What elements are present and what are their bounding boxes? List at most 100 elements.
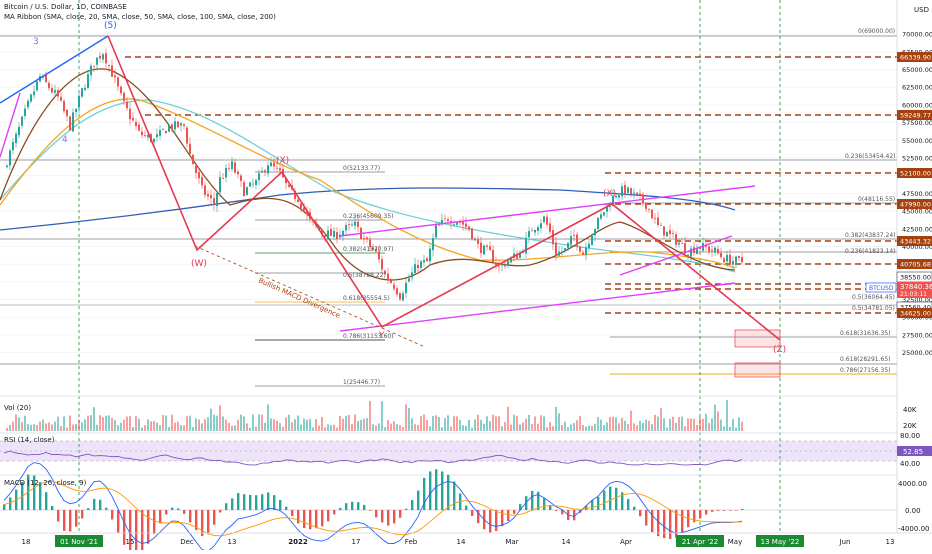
candle bbox=[165, 130, 167, 134]
time-tick-label: Apr bbox=[620, 538, 632, 546]
volume-bar bbox=[345, 415, 347, 431]
candle bbox=[192, 154, 194, 165]
macd-hist-bar bbox=[51, 505, 54, 510]
volume-bar bbox=[435, 415, 437, 431]
macd-hist-bar bbox=[183, 510, 186, 514]
volume-bar bbox=[252, 414, 254, 431]
candle bbox=[333, 230, 335, 237]
svg-text:80.00: 80.00 bbox=[900, 432, 920, 440]
macd-hist-bar bbox=[267, 492, 270, 510]
volume-bar bbox=[324, 427, 326, 431]
candle bbox=[546, 216, 548, 225]
candle bbox=[414, 264, 416, 274]
price-tick-label: 47500.00 bbox=[902, 190, 932, 198]
volume-bar bbox=[486, 416, 488, 431]
time-tick-label: Jun bbox=[839, 538, 851, 546]
svg-text:40K: 40K bbox=[903, 406, 917, 414]
volume-bar bbox=[615, 417, 617, 431]
candle bbox=[708, 246, 710, 252]
price-level-label: 38550.00 bbox=[900, 274, 931, 282]
macd-hist-bar bbox=[585, 505, 588, 510]
volume-bar bbox=[153, 420, 155, 431]
volume-bar bbox=[444, 418, 446, 431]
volume-bar bbox=[285, 417, 287, 431]
volume-bar bbox=[426, 420, 428, 431]
candle bbox=[138, 124, 140, 131]
candle bbox=[474, 238, 476, 241]
ma-ribbon-legend: MA Ribbon (SMA, close, 20, SMA, close, 5… bbox=[4, 13, 276, 21]
candle bbox=[195, 165, 197, 174]
volume-bar bbox=[165, 415, 167, 431]
volume-bar bbox=[675, 422, 677, 431]
price-level-tag bbox=[897, 236, 932, 246]
macd-hist-bar bbox=[135, 510, 138, 554]
volume-bar bbox=[423, 414, 425, 431]
volume-bar bbox=[471, 427, 473, 431]
volume-bar bbox=[660, 408, 662, 431]
candle bbox=[375, 248, 377, 252]
candle bbox=[276, 167, 278, 169]
macd-hist-bar bbox=[411, 500, 414, 510]
macd-hist-bar bbox=[207, 510, 210, 535]
volume-bar bbox=[195, 418, 197, 431]
macd-hist-bar bbox=[117, 510, 120, 533]
volume-bar bbox=[132, 426, 134, 431]
candle bbox=[174, 121, 176, 130]
macd-hist-bar bbox=[561, 510, 564, 515]
volume-bar bbox=[258, 414, 260, 431]
volume-bar bbox=[633, 423, 635, 431]
volume-bar bbox=[246, 423, 248, 431]
macd-hist-bar bbox=[627, 499, 630, 510]
candle bbox=[12, 142, 14, 151]
macd-hist-bar bbox=[393, 510, 396, 524]
candle bbox=[393, 284, 395, 289]
volume-bar bbox=[333, 424, 335, 431]
volume-bar bbox=[567, 427, 569, 431]
time-axis[interactable]: 18 01 Nov '21 15 Dec 13 2022 17 Feb 14 Mar 14 Apr 21… bbox=[22, 535, 895, 547]
svg-text:0(69000.00): 0(69000.00) bbox=[858, 28, 895, 35]
volume-bar bbox=[318, 425, 320, 431]
candle bbox=[234, 162, 236, 173]
time-tick-label: 13 May '22 bbox=[761, 538, 800, 546]
wave-labels: 3 4 (5) (W) (X) Y (X) (Z) bbox=[33, 21, 786, 355]
macd-hist-bar bbox=[189, 510, 192, 523]
macd-hist-bar bbox=[315, 510, 318, 529]
macd-hist-bar bbox=[225, 503, 228, 510]
volume-bar bbox=[621, 417, 623, 431]
volume-bar bbox=[159, 425, 161, 431]
volume-bar bbox=[264, 422, 266, 431]
candle bbox=[402, 293, 404, 301]
candle bbox=[699, 247, 701, 250]
candle bbox=[597, 217, 599, 230]
volume-axis: 40K 20K bbox=[903, 406, 917, 430]
candle bbox=[213, 198, 215, 205]
price-level-label: 37560.40 bbox=[900, 304, 931, 312]
volume-bar bbox=[477, 414, 479, 431]
candle bbox=[294, 190, 296, 199]
volume-bar bbox=[54, 421, 56, 431]
candle bbox=[321, 230, 323, 234]
volume-bar bbox=[489, 421, 491, 431]
candle bbox=[426, 258, 428, 262]
volume-bar bbox=[66, 427, 68, 431]
candle bbox=[492, 249, 494, 263]
candle bbox=[141, 131, 143, 136]
candle bbox=[351, 224, 353, 226]
candle bbox=[222, 178, 224, 179]
volume-bar bbox=[204, 419, 206, 431]
time-tick-label: 01 Nov '21 bbox=[60, 538, 98, 546]
candle bbox=[720, 252, 722, 258]
volume-bar bbox=[276, 420, 278, 431]
volume-bar bbox=[135, 416, 137, 431]
candle bbox=[162, 128, 164, 130]
candle bbox=[228, 168, 230, 170]
candle bbox=[126, 101, 128, 109]
volume-bar bbox=[378, 423, 380, 431]
price-level-label: 40705.68 bbox=[900, 261, 931, 269]
candle bbox=[168, 125, 170, 132]
candle bbox=[207, 194, 209, 197]
candle bbox=[612, 196, 614, 207]
macd-hist-bar bbox=[93, 498, 96, 510]
